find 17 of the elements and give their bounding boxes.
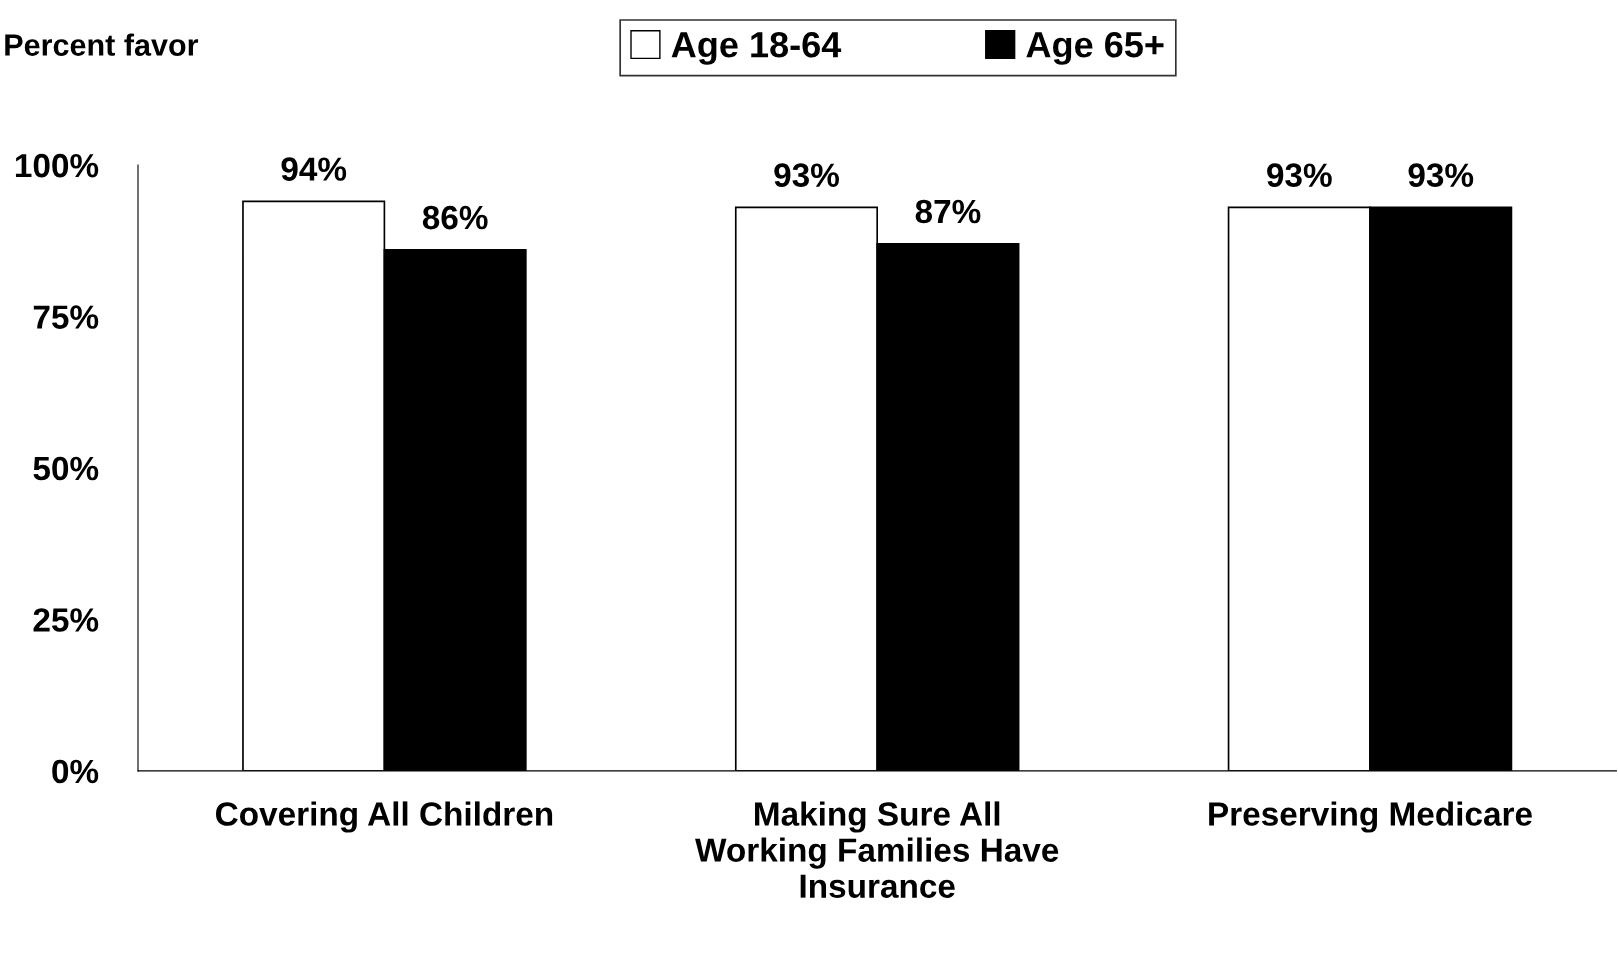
x-tick-label: Covering All Children xyxy=(216,801,553,833)
y-tick-label: 50% xyxy=(33,456,99,481)
data-label: 93% xyxy=(774,163,839,188)
y-tick-label: 25% xyxy=(33,608,99,632)
data-label: 87% xyxy=(915,199,981,224)
data-label: 94% xyxy=(281,157,347,181)
data-label: 86% xyxy=(422,205,488,230)
y-tick-label: 0% xyxy=(52,759,99,784)
data-label: 93% xyxy=(1408,163,1474,188)
legend-label: Age 18-64 xyxy=(671,31,842,65)
y-axis-title: Percent favor xyxy=(5,33,199,56)
x-tick-label: Preserving Medicare xyxy=(1209,801,1532,833)
legend-label: Age 65+ xyxy=(1026,31,1164,65)
data-label: 93% xyxy=(1267,163,1332,188)
y-tick-label: 100% xyxy=(15,153,99,178)
y-tick-label: 75% xyxy=(33,305,99,329)
x-tick-label: Making Sure All Working Families Have Insurance xyxy=(695,801,1059,898)
